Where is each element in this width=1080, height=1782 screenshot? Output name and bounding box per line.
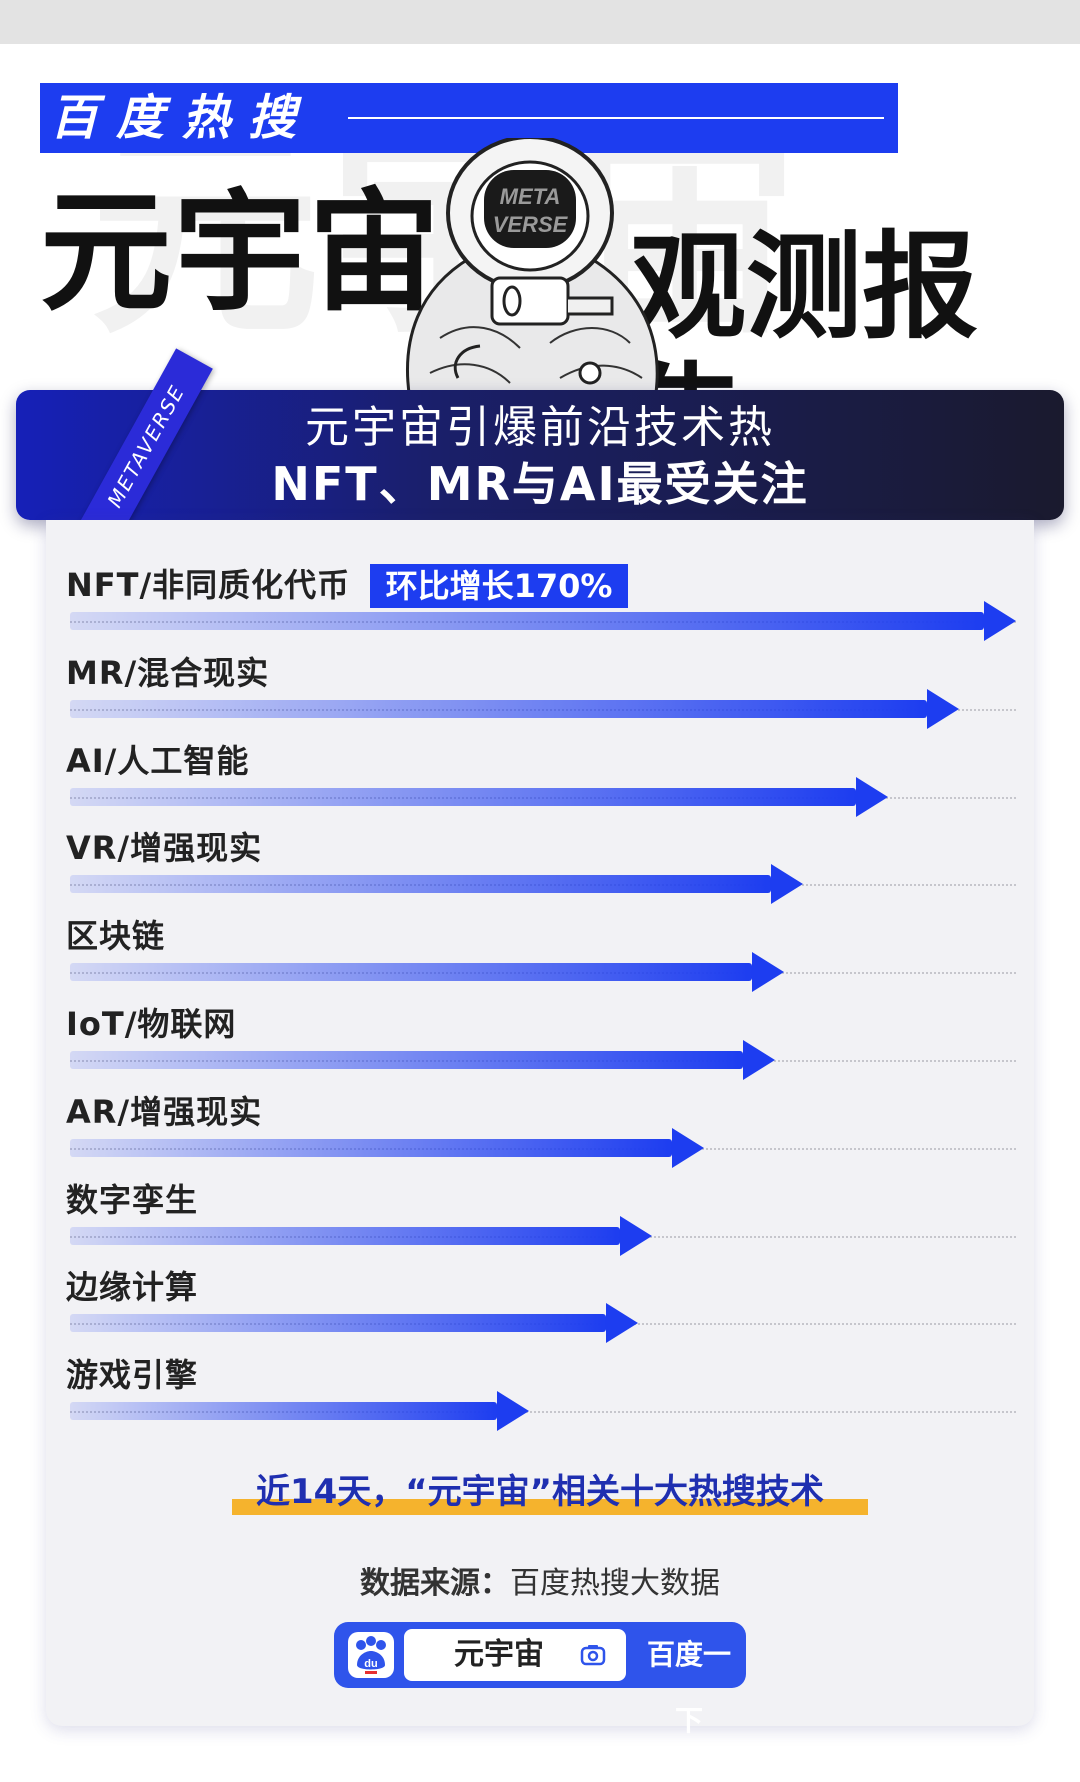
chart-caption: 近14天，“元宇宙”相关十大热搜技术: [255, 1472, 824, 1512]
category-label: IoT/物联网: [66, 1005, 237, 1043]
bar-arrowhead: [927, 688, 960, 729]
bar-arrowhead: [605, 1303, 638, 1344]
category-label: 边缘计算: [66, 1268, 199, 1307]
category-label: 区块链: [66, 917, 166, 956]
category-label: AI/人工智能: [66, 741, 250, 780]
header-rule: [348, 117, 884, 119]
page-title-left: 元宇宙: [40, 176, 442, 330]
chart-panel: [46, 520, 1034, 1726]
data-source: 数据来源：百度热搜大数据: [0, 1564, 1080, 1604]
banner-headline-1: 元宇宙引爆前沿技术热: [305, 402, 775, 453]
bar-arrowhead: [771, 864, 804, 905]
row-guide-line: [70, 1411, 1016, 1414]
category-label: AR/增强现实: [66, 1092, 263, 1131]
header-tag-title: 百度热搜: [50, 90, 315, 146]
baidu-logo-text: du: [364, 1658, 377, 1670]
bar: [70, 963, 753, 982]
source-label: 数据来源：: [360, 1566, 510, 1601]
bar: [70, 612, 984, 630]
category-label: MR/混合现实: [66, 653, 270, 692]
category-label: 数字孪生: [66, 1180, 199, 1219]
banner-headline-2: NFT、MR与AI最受关注: [271, 457, 809, 511]
top-gray-bar: [0, 0, 1080, 44]
bar-arrowhead: [752, 952, 785, 993]
caption-highlight: [232, 1499, 868, 1515]
bar: [70, 699, 928, 718]
astronaut-illustration: META VERSE: [406, 138, 659, 400]
category-label: NFT/非同质化代币: [66, 566, 351, 604]
bar: [70, 1226, 620, 1245]
bar-arrowhead: [742, 1040, 775, 1080]
bar: [70, 1051, 743, 1069]
bar: [70, 1314, 606, 1333]
helmet-text-2: VERSE: [493, 212, 569, 237]
category-label: VR/增强现实: [66, 829, 263, 868]
search-button[interactable]: 百度一下: [646, 1638, 731, 1737]
search-input[interactable]: 元宇宙: [404, 1629, 626, 1681]
camera-icon[interactable]: [580, 1643, 606, 1667]
baidu-search-bar[interactable]: du 元宇宙 百度一下: [334, 1622, 746, 1737]
source-value: 百度热搜大数据: [510, 1566, 720, 1601]
bar-arrowhead: [984, 601, 1016, 641]
bar-arrowhead: [496, 1391, 529, 1432]
bar-arrowhead: [671, 1127, 704, 1168]
category-label: 游戏引擎: [66, 1356, 199, 1395]
bar: [70, 1402, 497, 1421]
bar: [70, 1138, 672, 1157]
search-value: 元宇宙: [454, 1637, 544, 1672]
bar: [70, 787, 857, 806]
bar-arrowhead: [856, 776, 889, 817]
growth-badge: 环比增长170%: [370, 564, 628, 608]
baidu-paw-icon: du: [348, 1632, 394, 1678]
helmet-text-1: META: [500, 184, 561, 209]
bar-arrowhead: [619, 1215, 652, 1256]
bar: [70, 875, 772, 894]
headline-banner: [16, 390, 1064, 520]
